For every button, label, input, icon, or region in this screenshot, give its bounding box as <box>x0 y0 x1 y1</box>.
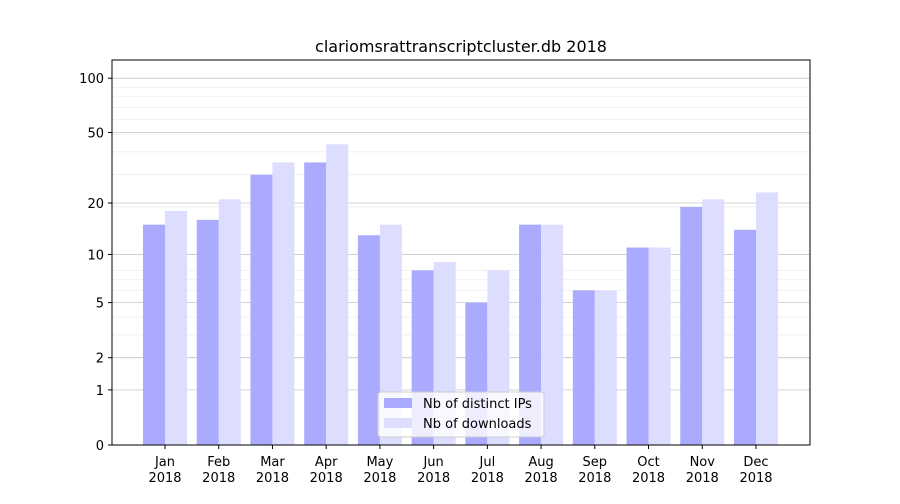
y-tick-label: 10 <box>87 248 104 263</box>
x-tick-label: 2018 <box>471 471 504 486</box>
x-tick-label: 2018 <box>363 471 396 486</box>
bar-ips <box>572 290 595 445</box>
bar-ips <box>250 174 273 445</box>
bar-ips <box>304 162 327 445</box>
x-tick-label: Jan <box>154 455 175 470</box>
bar-downloads <box>594 290 617 445</box>
y-tick-label: 20 <box>87 197 104 212</box>
x-tick-label: Jul <box>479 455 496 470</box>
x-tick-label: Jun <box>422 455 443 470</box>
bar-ips <box>519 224 542 445</box>
x-tick-label: Dec <box>743 455 768 470</box>
legend-box <box>377 391 545 438</box>
x-tick-label: Oct <box>637 455 659 470</box>
plot-frame <box>111 59 811 446</box>
bar-ips <box>143 224 165 445</box>
x-tick-label: 2018 <box>148 471 181 486</box>
bar-downloads <box>702 199 725 445</box>
legend-label: Nb of downloads <box>423 417 532 432</box>
x-tick-label: 2018 <box>417 471 450 486</box>
x-tick-label: 2018 <box>739 471 772 486</box>
y-tick-label: 1 <box>96 384 104 399</box>
chart-title: clariomsrattranscriptcluster.db 2018 <box>315 37 607 56</box>
y-tick-label: 5 <box>96 297 104 312</box>
y-tick-label: 100 <box>79 72 104 87</box>
legend-swatch <box>384 398 412 408</box>
bar-downloads <box>218 199 241 445</box>
x-tick-label: 2018 <box>632 471 665 486</box>
x-tick-label: 2018 <box>578 471 611 486</box>
legend-swatch <box>384 418 412 428</box>
x-tick-label: May <box>366 455 393 470</box>
x-tick-label: 2018 <box>310 471 343 486</box>
y-tick-label: 50 <box>87 127 104 142</box>
x-tick-label: 2018 <box>256 471 289 486</box>
bar-downloads <box>165 210 187 445</box>
x-tick-label: 2018 <box>686 471 719 486</box>
legend-label: Nb of distinct IPs <box>423 397 532 412</box>
x-tick-label: Mar <box>260 455 285 470</box>
x-tick-label: Aug <box>528 455 553 470</box>
x-tick-label: 2018 <box>202 471 235 486</box>
bar-downloads <box>326 144 349 445</box>
x-tick-label: Apr <box>315 455 338 470</box>
x-tick-label: 2018 <box>525 471 558 486</box>
bar-downloads <box>756 192 778 445</box>
bar-downloads <box>541 224 564 445</box>
x-tick-label: Sep <box>583 455 608 470</box>
bar-downloads <box>648 247 671 445</box>
bar-ips <box>734 229 756 445</box>
bar-ips <box>626 247 649 445</box>
x-tick-label: Nov <box>690 455 716 470</box>
y-tick-label: 2 <box>96 352 104 367</box>
y-tick-label: 0 <box>96 439 104 454</box>
bar-ips <box>357 235 380 445</box>
x-tick-label: Feb <box>207 455 230 470</box>
bar-downloads <box>272 162 295 445</box>
bar-ips <box>196 219 219 445</box>
bar-downloads <box>379 224 402 445</box>
bar-ips <box>680 206 703 445</box>
